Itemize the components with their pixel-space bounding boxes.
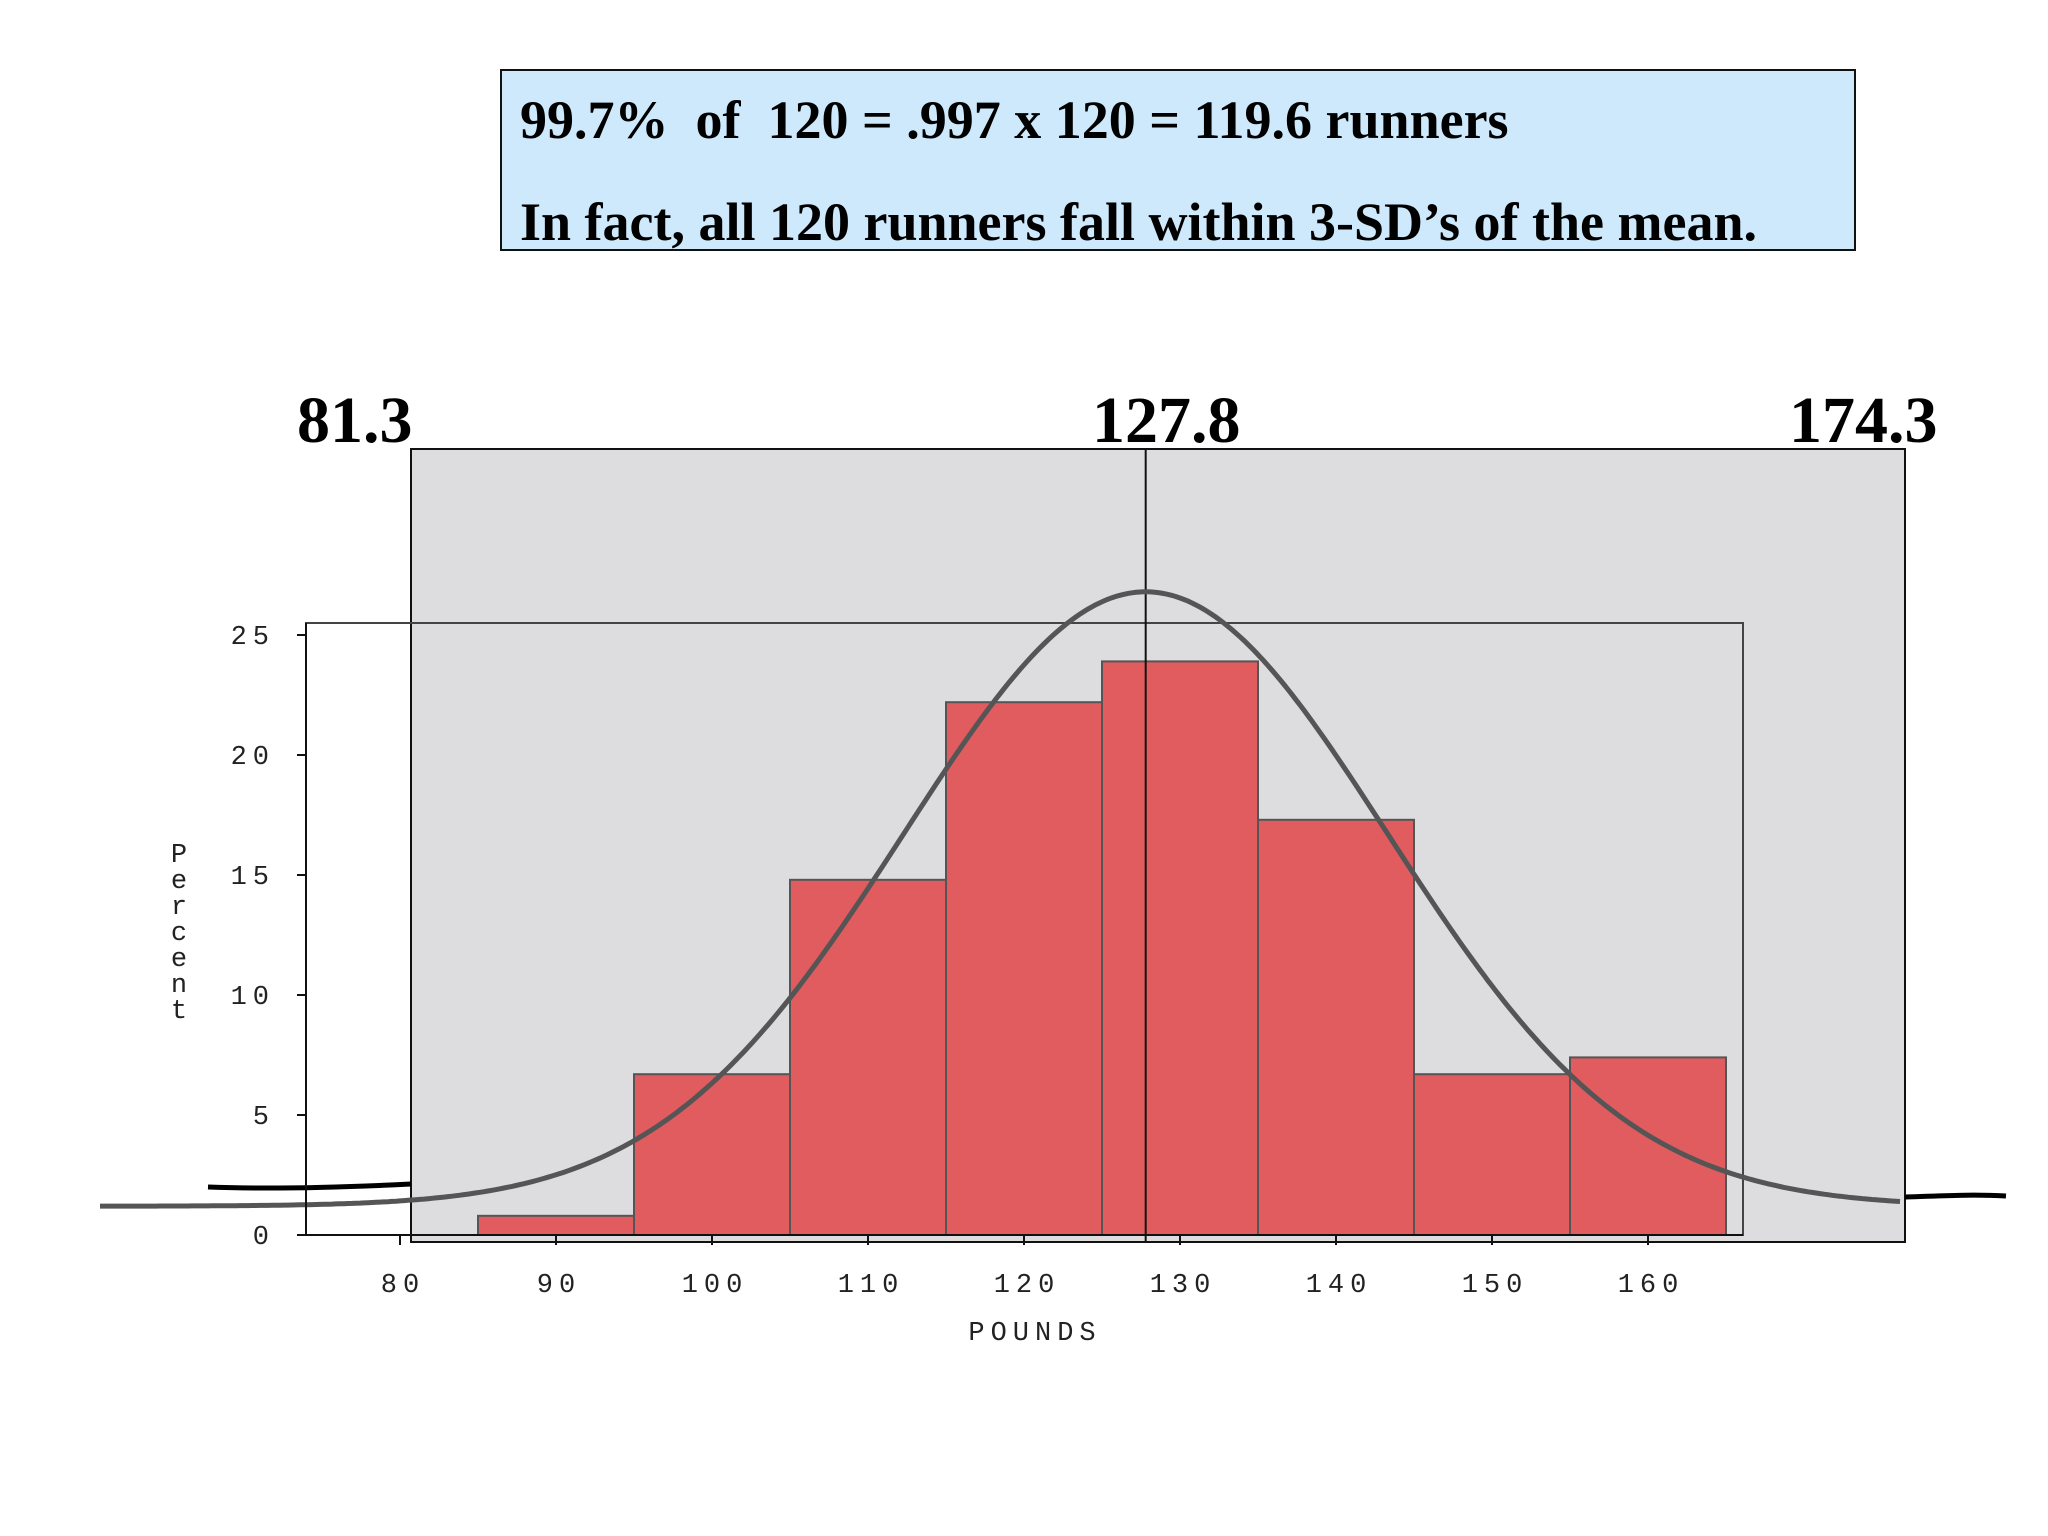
y-tick-label: 10 xyxy=(231,983,275,1013)
y-tick-label: 20 xyxy=(231,743,275,773)
normal-curve xyxy=(100,589,1901,1209)
histogram-bar xyxy=(1413,1073,1571,1236)
sd-label-left: 81.3 xyxy=(297,384,413,457)
histogram-bar xyxy=(789,878,947,1236)
x-tick-label: 120 xyxy=(994,1271,1061,1301)
x-tick-label: 160 xyxy=(1618,1271,1685,1301)
histogram-bar xyxy=(477,1214,635,1237)
y-tick-label: 15 xyxy=(231,863,275,893)
x-tick-label: 130 xyxy=(1150,1271,1217,1301)
bars-group xyxy=(477,660,1727,1237)
hand-drawn-baseline xyxy=(207,1181,412,1191)
x-tick-label: 80 xyxy=(381,1271,425,1301)
x-axis-title: POUNDS xyxy=(968,1319,1101,1349)
histogram-bar xyxy=(945,701,1103,1236)
x-tick-label: 100 xyxy=(682,1271,749,1301)
callout-box: 99.7% of 120 = .997 x 120 = 119.6 runner… xyxy=(500,69,1856,251)
y-tick-label: 0 xyxy=(253,1223,275,1253)
x-tick-label: 90 xyxy=(537,1271,581,1301)
y-axis: 0 5 10 15 20 25 xyxy=(231,623,307,1253)
x-tick-label: 110 xyxy=(838,1271,905,1301)
x-tick-label: 140 xyxy=(1306,1271,1373,1301)
callout-line-2: In fact, all 120 runners fall within 3-S… xyxy=(520,192,1757,252)
callout-line-1: 99.7% of 120 = .997 x 120 = 119.6 runner… xyxy=(520,90,1509,150)
histogram-bar xyxy=(633,1073,791,1236)
histogram-bar xyxy=(1569,1056,1727,1237)
x-tick-label: 150 xyxy=(1462,1271,1529,1301)
sd-label-right: 174.3 xyxy=(1789,384,1938,457)
histogram-bar xyxy=(1101,660,1259,1236)
sd-label-center: 127.8 xyxy=(1092,384,1241,457)
y-tick-label: 25 xyxy=(231,623,275,653)
histogram-bar xyxy=(1257,818,1415,1236)
hand-drawn-baseline-right xyxy=(1904,1192,2007,1200)
y-tick-label: 5 xyxy=(253,1103,275,1133)
x-axis: 80 90 100 110 120 130 140 150 160 xyxy=(306,1234,1743,1301)
